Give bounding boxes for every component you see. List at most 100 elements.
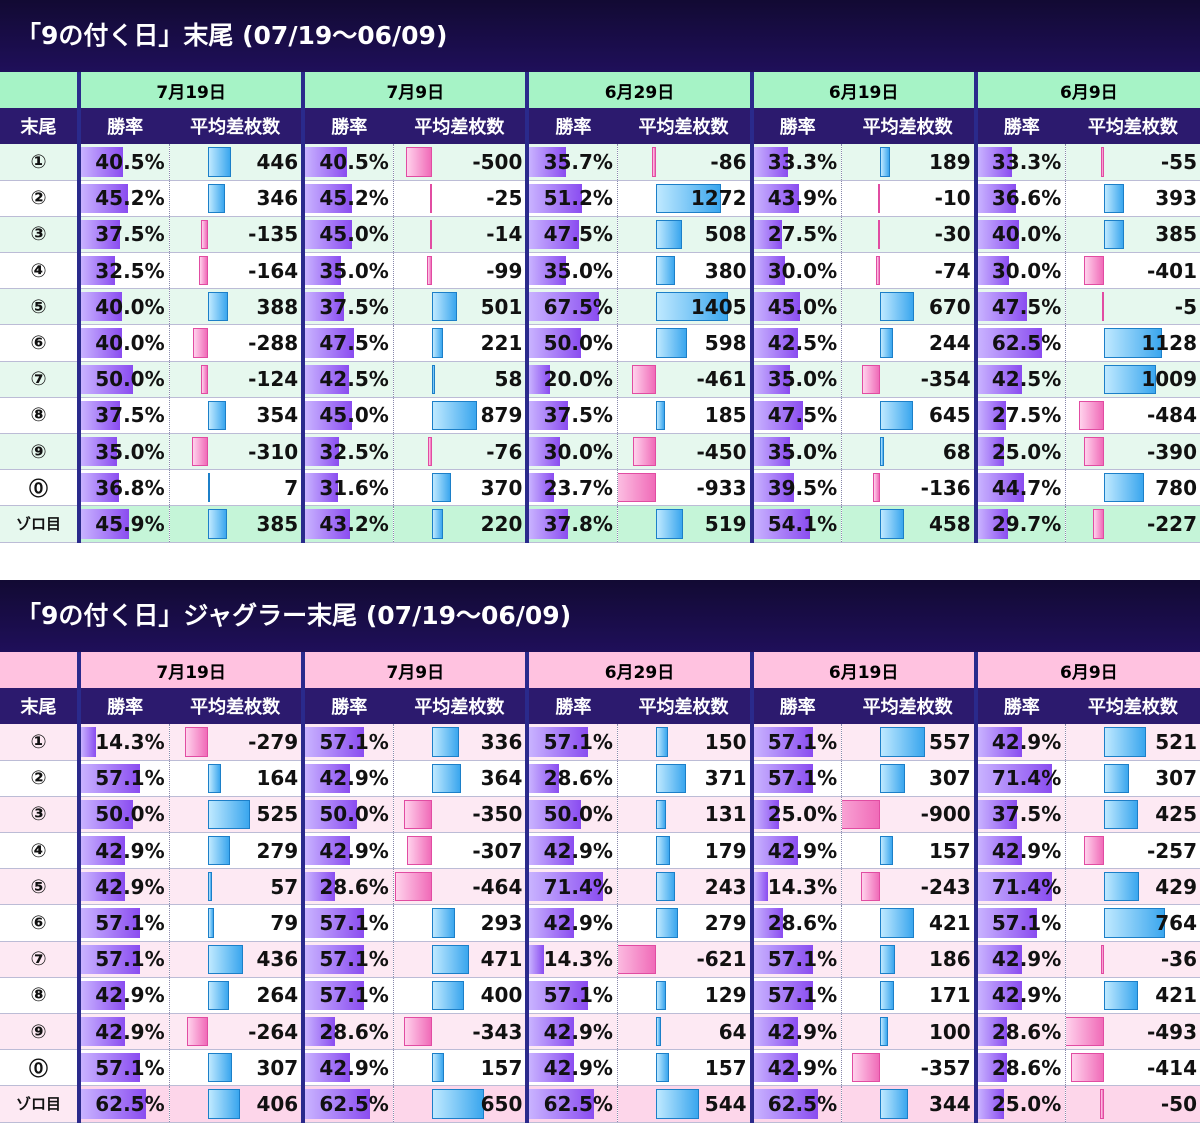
avg-diff-positive-bar (431, 980, 464, 1010)
tail-label: ⑤ (0, 868, 80, 906)
avg-diff-value: 57 (270, 874, 299, 899)
win-rate-cell: 28.6% (749, 904, 842, 942)
win-rate-value: 71.4% (991, 766, 1062, 791)
table-row: ⑥ 57.1% 79 57.1% 293 42.9% 279 28.6% 421 57.1% 764 (0, 904, 1200, 942)
avg-diff-cell: -243 (841, 868, 976, 906)
avg-diff-cell: 385 (168, 505, 304, 543)
win-rate-bar (979, 219, 1020, 250)
win-rate-value: 42.9% (95, 874, 165, 899)
avg-diff-cell: -310 (168, 433, 304, 471)
avg-diff-negative-bar (1083, 836, 1105, 866)
avg-diff-value: 346 (256, 186, 299, 211)
tail-label: ゾロ目 (0, 505, 80, 543)
win-rate-cell: 20.0% (525, 361, 618, 398)
avg-diff-positive-bar (655, 836, 671, 866)
win-rate-cell: 14.3% (77, 724, 170, 761)
avg-diff-cell: 185 (616, 397, 752, 435)
win-rate-cell: 57.1% (301, 724, 394, 761)
win-rate-bar (755, 727, 813, 757)
win-rate-bar (755, 183, 799, 213)
avg-diff-value: 388 (256, 294, 299, 319)
tail-label: ⑥ (0, 904, 80, 942)
date-header: 7月19日 (77, 652, 304, 688)
win-rate-value: 37.5% (95, 403, 165, 428)
win-rate-bar (531, 147, 567, 177)
avg-diff-negative-bar (632, 437, 656, 467)
win-rate-value: 42.9% (95, 838, 165, 863)
avg-diff-header: 平均差枚数 (169, 688, 304, 724)
avg-diff-negative-bar (199, 256, 208, 286)
win-rate-bar (531, 1017, 574, 1047)
avg-diff-positive-bar (880, 147, 890, 177)
avg-diff-positive-bar (431, 473, 451, 503)
win-rate-value: 71.4% (543, 874, 613, 899)
avg-diff-positive-bar (880, 908, 914, 938)
avg-diff-cell: -164 (168, 252, 304, 290)
avg-diff-negative-bar (651, 147, 656, 177)
win-rate-value: 45.0% (319, 222, 389, 247)
date-header: 6月9日 (973, 652, 1200, 688)
win-rate-cell: 47.5% (973, 288, 1066, 326)
win-rate-cell: 45.2% (301, 180, 394, 217)
win-rate-value: 57.1% (991, 911, 1062, 936)
avg-diff-value: 650 (480, 1091, 523, 1116)
win-rate-value: 14.3% (543, 947, 613, 972)
date-header-row: 7月19日 7月9日 6月29日 6月19日 6月9日 (0, 652, 1200, 688)
table-row: ② 57.1% 164 42.9% 364 28.6% 371 57.1% 307 71.4% 30… (0, 760, 1200, 797)
win-rate-value: 28.6% (319, 1019, 389, 1044)
tail-label: ④ (0, 832, 80, 870)
date-header: 6月29日 (525, 72, 752, 108)
win-rate-cell: 28.6% (301, 868, 394, 906)
avg-diff-value: 354 (256, 403, 299, 428)
avg-diff-value: -74 (934, 258, 971, 283)
avg-diff-value: -357 (920, 1055, 971, 1080)
column-header-row: 末尾 勝率 平均差枚数 勝率 平均差枚数 勝率 平均差枚数 勝率 平均差枚数 勝率 平均差枚数 (0, 108, 1200, 144)
avg-diff-negative-bar (1079, 400, 1105, 430)
avg-diff-value: 189 (928, 149, 971, 174)
avg-diff-positive-bar (1104, 763, 1129, 793)
table-row: ① 40.5% 446 40.5% -500 35.7% -86 33.3% 189 33.3% -… (0, 144, 1200, 181)
win-rate-bar (979, 292, 1027, 322)
avg-diff-cell: -50 (1065, 1085, 1200, 1123)
win-rate-cell: 54.1% (749, 505, 842, 543)
win-rate-bar (83, 219, 120, 250)
avg-diff-positive-bar (655, 400, 666, 430)
win-rate-bar (307, 1017, 335, 1047)
win-rate-bar (83, 147, 123, 177)
avg-diff-value: -414 (1146, 1055, 1197, 1080)
win-rate-cell: 32.5% (77, 252, 170, 290)
table-row: ② 45.2% 346 45.2% -25 51.2% 1272 43.9% -10 36.6% 3… (0, 180, 1200, 217)
win-rate-cell: 42.5% (749, 324, 842, 362)
avg-diff-negative-bar (404, 1017, 432, 1047)
win-rate-header: 勝率 (973, 108, 1066, 144)
win-rate-bar (307, 908, 365, 938)
win-rate-value: 14.3% (767, 874, 838, 899)
tail-label: ⑨ (0, 433, 80, 471)
win-rate-value: 42.9% (95, 983, 165, 1008)
avg-diff-value: -484 (1146, 403, 1197, 428)
avg-diff-cell: 501 (392, 288, 528, 326)
win-rate-bar (531, 836, 574, 866)
avg-diff-cell: 157 (841, 832, 976, 870)
win-rate-value: 42.9% (319, 838, 389, 863)
avg-diff-cell: 650 (392, 1085, 528, 1123)
win-rate-cell: 42.9% (77, 977, 170, 1015)
avg-diff-cell: 544 (616, 1085, 752, 1123)
date-header: 7月9日 (301, 652, 528, 688)
date-header: 6月9日 (973, 72, 1200, 108)
win-rate-value: 37.8% (543, 511, 613, 536)
win-rate-bar (979, 1053, 1008, 1083)
win-rate-bar (755, 328, 798, 358)
avg-diff-negative-bar (429, 183, 432, 213)
win-rate-value: 42.9% (543, 838, 613, 863)
win-rate-bar (755, 509, 810, 539)
avg-diff-positive-bar (207, 400, 226, 430)
win-rate-value: 35.7% (543, 149, 613, 174)
win-rate-cell: 35.7% (525, 144, 618, 181)
avg-diff-value: -279 (248, 729, 299, 754)
table-row: ⓪ 57.1% 307 42.9% 157 42.9% 157 42.9% -357 28.6% -… (0, 1049, 1200, 1087)
avg-diff-cell: 471 (392, 941, 528, 978)
win-rate-value: 57.1% (767, 766, 838, 791)
avg-diff-positive-bar (880, 763, 905, 793)
avg-diff-negative-bar (185, 727, 208, 757)
